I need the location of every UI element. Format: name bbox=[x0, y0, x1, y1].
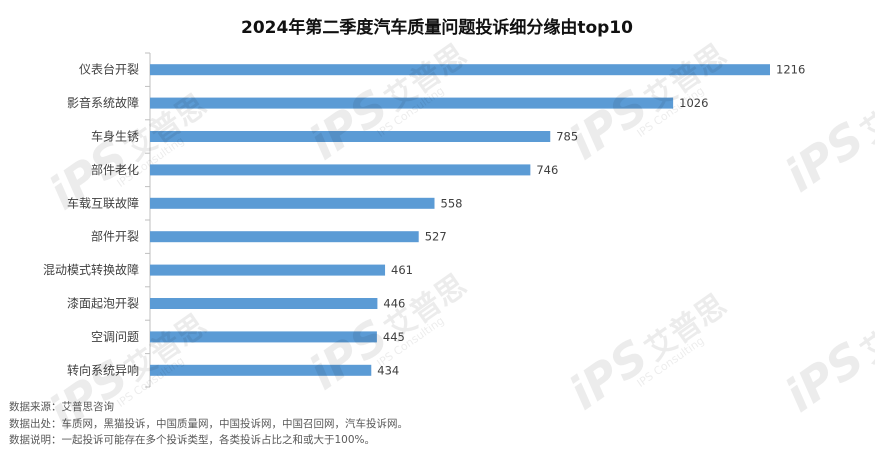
data-label: 1216 bbox=[776, 63, 805, 77]
category-label: 转向系统异响 bbox=[67, 362, 139, 377]
data-label: 434 bbox=[377, 363, 399, 377]
category-label: 混动模式转换故障 bbox=[43, 262, 139, 277]
data-label: 445 bbox=[383, 330, 405, 344]
bars-layer: 仪表台开裂 1216 影音系统故障 1026 车身生锈 785 部件老化 746 车载互联故障 5… bbox=[43, 52, 805, 388]
category-label: 车身生锈 bbox=[91, 129, 139, 144]
bar bbox=[150, 264, 386, 276]
bar bbox=[150, 298, 378, 309]
data-label: 527 bbox=[425, 230, 447, 244]
note-explanation-label: 数据说明： bbox=[9, 434, 62, 446]
bar bbox=[150, 231, 419, 243]
category-label: 仪表台开裂 bbox=[79, 62, 139, 77]
bar bbox=[150, 331, 377, 343]
chart-title: 2024年第二季度汽车质量问题投诉细分缘由top10 bbox=[241, 17, 633, 38]
note-source: 数据来源：艾普思咨询 bbox=[9, 399, 408, 416]
data-label: 461 bbox=[391, 263, 413, 277]
data-label: 1026 bbox=[679, 96, 708, 110]
data-label: 746 bbox=[536, 163, 558, 177]
category-label: 漆面起泡开裂 bbox=[67, 297, 139, 311]
category-label: 车载互联故障 bbox=[67, 195, 139, 210]
data-label: 785 bbox=[556, 130, 578, 144]
category-label: 部件老化 bbox=[91, 162, 139, 177]
bar bbox=[150, 131, 551, 142]
chart-notes: 数据来源：艾普思咨询 数据出处：车质网，黑猫投诉，中国质量网，中国投诉网，中国召… bbox=[9, 399, 408, 449]
note-explanation: 数据说明：一起投诉可能存在多个投诉类型，各类投诉占比之和或大于100%。 bbox=[9, 432, 408, 449]
category-label: 部件开裂 bbox=[91, 229, 139, 244]
data-label: 558 bbox=[441, 196, 463, 210]
bar bbox=[150, 97, 674, 109]
note-explanation-text: 一起投诉可能存在多个投诉类型，各类投诉占比之和或大于100%。 bbox=[61, 434, 376, 446]
category-label: 空调问题 bbox=[91, 330, 139, 344]
data-label: 446 bbox=[383, 297, 405, 311]
bar bbox=[150, 364, 372, 376]
note-origin-label: 数据出处： bbox=[9, 417, 62, 430]
category-label: 影音系统故障 bbox=[67, 95, 139, 110]
note-origin: 数据出处：车质网，黑猫投诉，中国质量网，中国投诉网，中国召回网，汽车投诉网。 bbox=[9, 416, 408, 433]
note-origin-text: 车质网，黑猫投诉，中国质量网，中国投诉网，中国召回网，汽车投诉网。 bbox=[61, 417, 409, 430]
bar bbox=[150, 164, 531, 176]
bar bbox=[150, 197, 435, 209]
note-source-text: 艾普思咨询 bbox=[61, 401, 115, 413]
bar bbox=[150, 64, 770, 76]
note-source-label: 数据来源： bbox=[9, 401, 62, 413]
